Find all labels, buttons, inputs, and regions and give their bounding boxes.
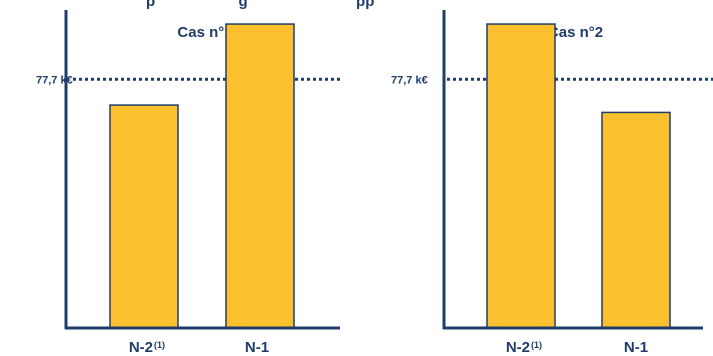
category-label: N-1 [624,339,648,356]
clipped-heading: p g pp [146,0,374,10]
reference-line-label: 77,7 k€ [36,74,73,86]
chart-cas-2: Cas n°2 77,7 k€ N-2 (1) N-1 [391,10,713,356]
chart-title: Cas n°2 [548,24,603,41]
chart-cas-1: Cas n°1 77,7 k€ N-2 (1) N-1 [36,10,340,356]
bar-n-2 [486,23,556,329]
category-footnote-marker: (1) [531,340,542,350]
category-label: N-2 [129,339,153,356]
bar-n-1 [601,111,671,329]
bar-n-2 [109,104,179,329]
category-label: N-2 [506,339,530,356]
chart-title: Cas n°1 [177,24,232,41]
category-label: N-1 [245,339,269,356]
reference-line-label: 77,7 k€ [391,74,428,86]
bar-n-1 [225,23,295,329]
category-footnote-marker: (1) [154,340,165,350]
